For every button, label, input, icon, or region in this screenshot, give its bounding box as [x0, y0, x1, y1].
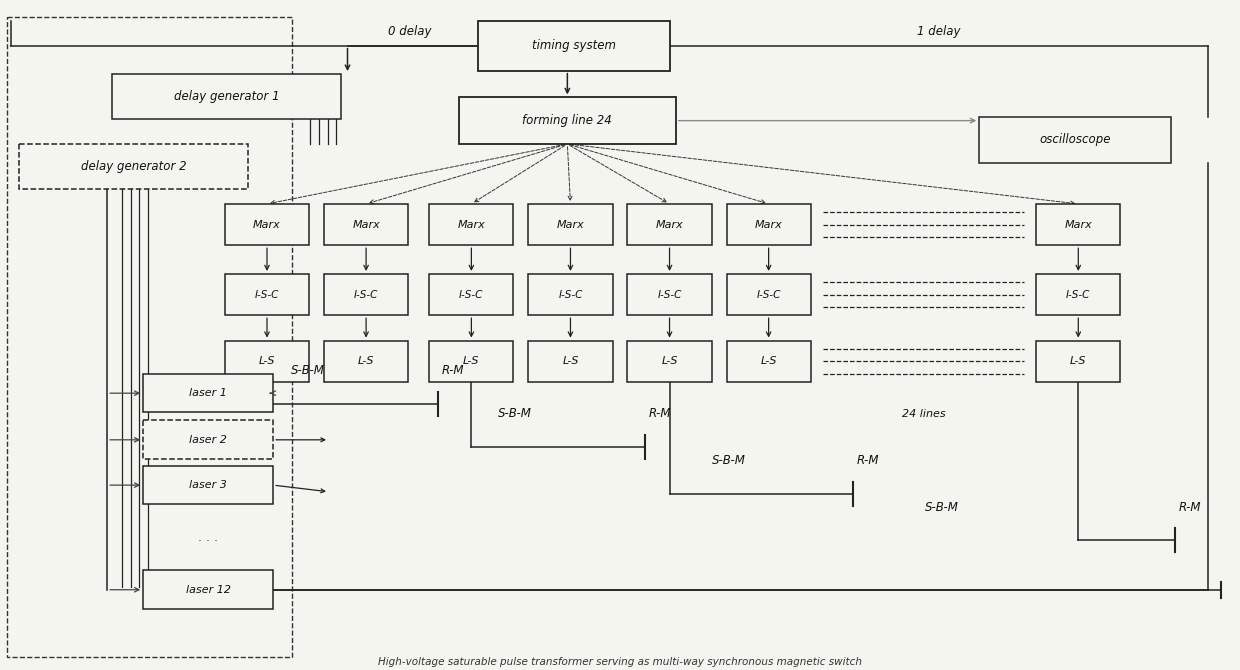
Text: Marx: Marx	[656, 220, 683, 230]
Text: R-M: R-M	[649, 407, 671, 421]
Text: delay generator 1: delay generator 1	[174, 90, 279, 103]
Text: I-S-C: I-S-C	[657, 289, 682, 299]
FancyBboxPatch shape	[324, 274, 408, 315]
FancyBboxPatch shape	[224, 340, 309, 382]
Text: L-S: L-S	[760, 356, 777, 366]
Text: Marx: Marx	[458, 220, 485, 230]
Text: S-B-M: S-B-M	[497, 407, 532, 421]
Text: I-S-C: I-S-C	[459, 289, 484, 299]
Text: I-S-C: I-S-C	[558, 289, 583, 299]
FancyBboxPatch shape	[459, 97, 676, 144]
FancyBboxPatch shape	[980, 117, 1172, 163]
Text: R-M: R-M	[441, 364, 464, 377]
FancyBboxPatch shape	[627, 204, 712, 245]
FancyBboxPatch shape	[1037, 204, 1121, 245]
Text: laser 2: laser 2	[190, 435, 227, 445]
Text: laser 1: laser 1	[190, 388, 227, 398]
FancyBboxPatch shape	[429, 340, 513, 382]
Text: Marx: Marx	[557, 220, 584, 230]
Text: oscilloscope: oscilloscope	[1039, 133, 1111, 147]
FancyBboxPatch shape	[1037, 340, 1121, 382]
Text: Marx: Marx	[352, 220, 379, 230]
Text: I-S-C: I-S-C	[1066, 289, 1090, 299]
FancyBboxPatch shape	[324, 204, 408, 245]
Text: High-voltage saturable pulse transformer serving as multi-way synchronous magnet: High-voltage saturable pulse transformer…	[378, 657, 862, 667]
Text: timing system: timing system	[532, 39, 615, 52]
Text: laser 3: laser 3	[190, 480, 227, 490]
Text: Marx: Marx	[253, 220, 281, 230]
FancyBboxPatch shape	[528, 274, 613, 315]
Text: Marx: Marx	[1064, 220, 1092, 230]
Text: I-S-C: I-S-C	[756, 289, 781, 299]
FancyBboxPatch shape	[627, 340, 712, 382]
Text: 0 delay: 0 delay	[388, 25, 432, 38]
Text: R-M: R-M	[1178, 500, 1202, 514]
Text: L-S: L-S	[358, 356, 374, 366]
Text: S-B-M: S-B-M	[712, 454, 746, 467]
Text: I-S-C: I-S-C	[254, 289, 279, 299]
FancyBboxPatch shape	[224, 204, 309, 245]
Text: I-S-C: I-S-C	[353, 289, 378, 299]
Text: L-S: L-S	[661, 356, 678, 366]
Text: 1 delay: 1 delay	[918, 25, 961, 38]
Text: R-M: R-M	[857, 454, 879, 467]
FancyBboxPatch shape	[224, 274, 309, 315]
Text: L-S: L-S	[562, 356, 579, 366]
FancyBboxPatch shape	[324, 340, 408, 382]
FancyBboxPatch shape	[727, 340, 811, 382]
Text: S-B-M: S-B-M	[291, 364, 325, 377]
FancyBboxPatch shape	[143, 374, 273, 413]
Text: forming line 24: forming line 24	[522, 114, 613, 127]
Text: delay generator 2: delay generator 2	[81, 160, 187, 173]
Text: L-S: L-S	[463, 356, 480, 366]
Text: . . .: . . .	[198, 531, 218, 544]
FancyBboxPatch shape	[727, 204, 811, 245]
Text: L-S: L-S	[259, 356, 275, 366]
FancyBboxPatch shape	[477, 21, 670, 70]
FancyBboxPatch shape	[528, 340, 613, 382]
Text: 24 lines: 24 lines	[901, 409, 945, 419]
Text: L-S: L-S	[1070, 356, 1086, 366]
FancyBboxPatch shape	[429, 204, 513, 245]
FancyBboxPatch shape	[112, 74, 341, 119]
FancyBboxPatch shape	[143, 421, 273, 459]
FancyBboxPatch shape	[143, 466, 273, 505]
Text: laser 12: laser 12	[186, 585, 231, 595]
Text: S-B-M: S-B-M	[925, 500, 959, 514]
Text: Marx: Marx	[755, 220, 782, 230]
FancyBboxPatch shape	[627, 274, 712, 315]
FancyBboxPatch shape	[528, 204, 613, 245]
FancyBboxPatch shape	[1037, 274, 1121, 315]
FancyBboxPatch shape	[143, 570, 273, 609]
FancyBboxPatch shape	[429, 274, 513, 315]
FancyBboxPatch shape	[20, 144, 248, 189]
FancyBboxPatch shape	[727, 274, 811, 315]
